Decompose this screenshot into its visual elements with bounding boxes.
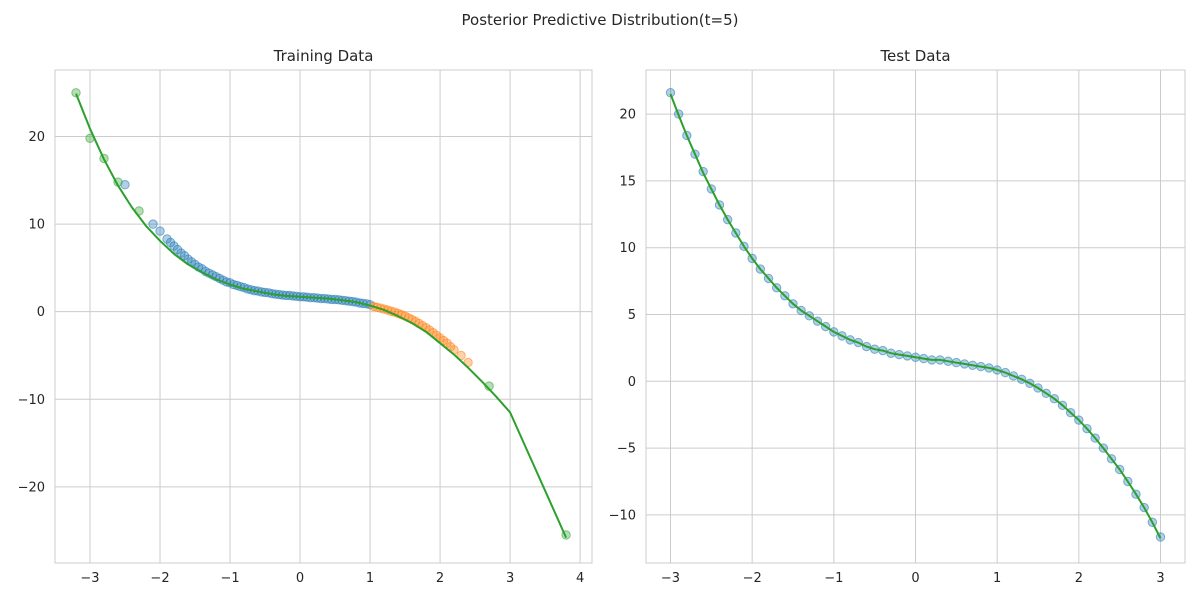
x-tick-label: −2 [743,571,762,586]
data-point [442,338,452,348]
x-tick-label: 2 [436,571,444,586]
mean-prediction-line [669,93,1162,539]
x-tick-label: −3 [80,571,99,586]
figure-suptitle: Posterior Predictive Distribution(t=5) [462,11,739,29]
y-tick-label: −10 [609,508,636,523]
y-tick-label: 5 [628,308,636,323]
data-point [148,219,158,229]
x-tick-label: 0 [296,571,304,586]
x-tick-label: 3 [506,571,514,586]
panel-title-training: Training Data [273,47,374,65]
y-tick-label: 20 [619,108,636,123]
x-tick-label: −3 [661,571,680,586]
y-tick-label: 0 [628,375,636,390]
data-point [456,350,466,361]
data-point [165,237,176,248]
data-point [179,250,190,261]
data-point [71,88,81,98]
data-point [162,234,172,244]
x-tick-label: 3 [1156,571,1164,586]
data-point [665,88,676,98]
y-tick-label: 0 [37,305,45,320]
data-point [155,226,165,236]
panel-title-test: Test Data [879,47,950,65]
y-tick-label: 15 [619,174,636,189]
y-tick-label: −10 [18,393,45,408]
x-tick-label: 2 [1075,571,1083,586]
x-tick-label: −2 [150,571,169,586]
y-tick-label: −20 [18,480,45,495]
x-tick-label: 1 [993,571,1001,586]
axes-frame-test [645,69,1186,564]
x-tick-label: 1 [366,571,374,586]
scatter-series-2 [71,88,571,540]
y-tick-label: 10 [28,218,45,233]
x-tick-label: 0 [911,571,919,586]
y-tick-label: 10 [619,241,636,256]
data-point [120,180,130,190]
data-test [665,88,1166,542]
mean-prediction-line [75,93,568,539]
data-point [172,244,183,255]
data-point [169,241,179,251]
y-tick-label: −5 [617,442,636,457]
y-tick-label: 20 [28,130,45,145]
grid-test [646,70,1185,563]
grid-training [55,70,592,563]
x-tick-label: −1 [824,571,843,586]
x-tick-label: 4 [576,571,584,586]
axes-frame-training [54,69,593,564]
x-tick-label: −1 [220,571,239,586]
data-training [71,88,571,540]
